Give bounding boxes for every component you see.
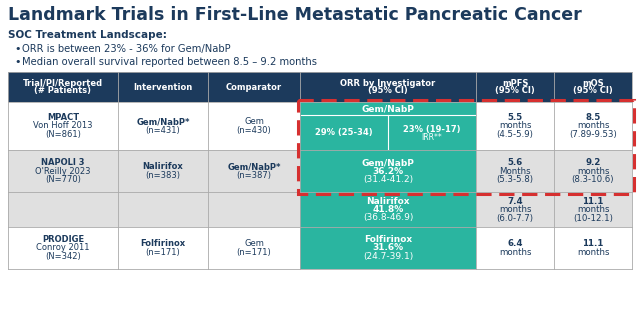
Text: Gem: Gem: [244, 239, 264, 248]
Text: (N=861): (N=861): [45, 130, 81, 139]
Text: Conroy 2011: Conroy 2011: [36, 243, 90, 253]
Text: 31.6%: 31.6%: [372, 243, 404, 253]
Bar: [298, 100, 634, 194]
Text: Folfirinox: Folfirinox: [140, 239, 186, 248]
Text: •: •: [14, 57, 20, 67]
Text: MPACT: MPACT: [47, 113, 79, 122]
Text: (95% CI): (95% CI): [573, 87, 613, 95]
Text: months: months: [499, 121, 531, 131]
Text: Nalirifox: Nalirifox: [143, 162, 184, 171]
Bar: [8, 227, 632, 269]
Text: (5.3-5.8): (5.3-5.8): [497, 175, 534, 184]
Text: Gem/NabP*: Gem/NabP*: [136, 117, 189, 126]
Bar: [300, 102, 476, 150]
Text: 11.1: 11.1: [582, 196, 604, 206]
Text: months: months: [577, 248, 609, 257]
Text: (n=430): (n=430): [237, 126, 271, 135]
Text: months: months: [499, 248, 531, 257]
Text: months: months: [577, 205, 609, 214]
Text: 7.4: 7.4: [507, 196, 523, 206]
Text: Trial/PI/Reported: Trial/PI/Reported: [23, 78, 103, 88]
Text: (7.89-9.53): (7.89-9.53): [569, 130, 617, 139]
Text: months: months: [577, 167, 609, 175]
Text: •: •: [14, 44, 20, 54]
Text: IRR**: IRR**: [422, 133, 442, 142]
Text: Gem/NabP: Gem/NabP: [362, 105, 415, 113]
Text: 36.2%: 36.2%: [372, 167, 404, 175]
Text: O'Reilly 2023: O'Reilly 2023: [35, 167, 91, 175]
Text: Median overall survival reported between 8.5 – 9.2 months: Median overall survival reported between…: [22, 57, 317, 67]
Bar: [8, 102, 632, 150]
Text: 11.1: 11.1: [582, 239, 604, 248]
Text: (36.8-46.9): (36.8-46.9): [363, 213, 413, 222]
Bar: [8, 72, 632, 102]
Text: mPFS: mPFS: [502, 78, 528, 88]
Text: NAPOLI 3: NAPOLI 3: [41, 158, 84, 167]
Text: Gem/NabP*: Gem/NabP*: [227, 162, 281, 171]
Text: (n=171): (n=171): [237, 248, 271, 257]
Text: Landmark Trials in First-Line Metastatic Pancreatic Cancer: Landmark Trials in First-Line Metastatic…: [8, 6, 582, 24]
Text: 5.6: 5.6: [508, 158, 523, 167]
Text: 6.4: 6.4: [508, 239, 523, 248]
Text: 9.2: 9.2: [586, 158, 601, 167]
Text: (24.7-39.1): (24.7-39.1): [363, 252, 413, 261]
Bar: [300, 150, 476, 192]
Text: Intervention: Intervention: [133, 83, 193, 92]
Bar: [8, 192, 632, 227]
Text: (n=387): (n=387): [237, 171, 271, 180]
Text: (8.3-10.6): (8.3-10.6): [572, 175, 614, 184]
Text: Comparator: Comparator: [226, 83, 282, 92]
Text: Months: Months: [499, 167, 531, 175]
Text: (95% CI): (95% CI): [368, 87, 408, 95]
Text: months: months: [499, 205, 531, 214]
Text: (N=770): (N=770): [45, 175, 81, 184]
Text: Folfirinox: Folfirinox: [364, 235, 412, 244]
Text: Gem/NabP: Gem/NabP: [362, 158, 415, 167]
Bar: [8, 150, 632, 192]
Text: (# Patients): (# Patients): [35, 87, 92, 95]
Text: 5.5: 5.5: [508, 113, 523, 122]
Text: Nalirifox: Nalirifox: [366, 197, 410, 206]
Text: ORR by Investigator: ORR by Investigator: [340, 78, 436, 88]
Text: (6.0-7.7): (6.0-7.7): [497, 214, 534, 222]
Text: 23% (19-17): 23% (19-17): [403, 125, 461, 134]
Text: (n=431): (n=431): [146, 126, 180, 135]
Text: mOS: mOS: [582, 78, 604, 88]
Text: (10-12.1): (10-12.1): [573, 214, 613, 222]
Bar: [300, 192, 476, 227]
Bar: [300, 227, 476, 269]
Text: (n=383): (n=383): [145, 171, 180, 180]
Text: months: months: [577, 121, 609, 131]
Text: (N=342): (N=342): [45, 252, 81, 261]
Text: (n=171): (n=171): [146, 248, 180, 257]
Text: (31.4-41.2): (31.4-41.2): [363, 175, 413, 184]
Text: 29% (25-34): 29% (25-34): [315, 128, 373, 137]
Text: (95% CI): (95% CI): [495, 87, 535, 95]
Text: (4.5-5.9): (4.5-5.9): [497, 130, 533, 139]
Text: ORR is between 23% - 36% for Gem/NabP: ORR is between 23% - 36% for Gem/NabP: [22, 44, 230, 54]
Text: 8.5: 8.5: [586, 113, 600, 122]
Text: PRODIGE: PRODIGE: [42, 235, 84, 244]
Text: Von Hoff 2013: Von Hoff 2013: [33, 121, 93, 131]
Text: Gem: Gem: [244, 117, 264, 126]
Text: 41.8%: 41.8%: [372, 205, 404, 214]
Text: SOC Treatment Landscape:: SOC Treatment Landscape:: [8, 30, 167, 40]
